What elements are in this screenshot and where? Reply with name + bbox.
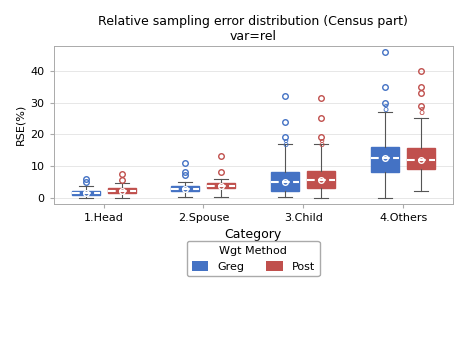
Y-axis label: RSE(%): RSE(%)	[15, 104, 25, 145]
Legend: Greg, Post: Greg, Post	[187, 241, 320, 276]
Text: 8: 8	[418, 107, 424, 117]
Text: 8: 8	[282, 139, 288, 149]
PathPatch shape	[407, 148, 435, 169]
PathPatch shape	[371, 147, 399, 172]
Text: 8: 8	[382, 104, 388, 114]
PathPatch shape	[72, 191, 100, 195]
PathPatch shape	[307, 171, 335, 188]
Text: 8: 8	[318, 139, 324, 149]
PathPatch shape	[171, 186, 199, 191]
X-axis label: Category: Category	[225, 228, 282, 241]
Title: Relative sampling error distribution (Census part)
var=rel: Relative sampling error distribution (Ce…	[98, 15, 408, 43]
PathPatch shape	[207, 183, 235, 188]
PathPatch shape	[271, 172, 299, 191]
PathPatch shape	[108, 188, 136, 193]
